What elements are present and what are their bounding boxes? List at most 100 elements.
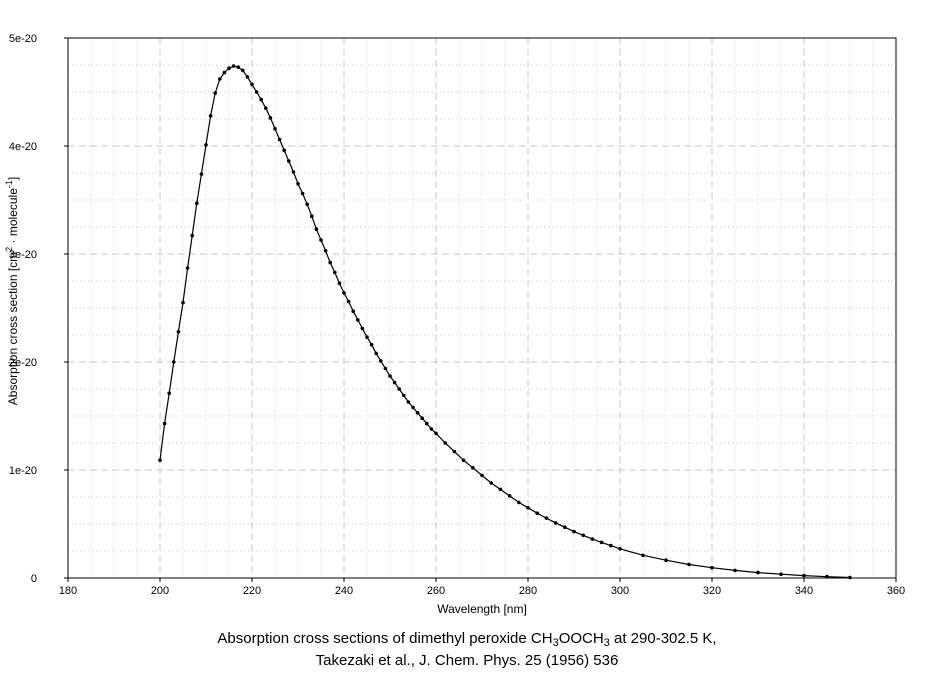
data-point <box>756 570 760 575</box>
data-point <box>190 233 194 238</box>
data-point <box>848 575 852 580</box>
data-point <box>710 565 714 570</box>
data-point <box>397 387 402 391</box>
x-tick-label: 180 <box>59 585 77 597</box>
x-tick-label: 240 <box>335 585 353 597</box>
data-point <box>333 270 337 275</box>
data-point <box>733 568 737 573</box>
data-point <box>618 547 622 551</box>
data-point <box>406 400 411 404</box>
data-point <box>231 64 236 68</box>
data-point <box>581 533 585 538</box>
data-point <box>250 82 254 87</box>
data-point <box>360 326 365 331</box>
plot-area-frame <box>67 37 897 579</box>
x-tick-label: 300 <box>611 585 629 597</box>
data-point <box>291 170 296 174</box>
data-point <box>300 191 305 196</box>
data-point <box>241 68 245 73</box>
axis-ticks: 180 200 220 240 260 280 300 320 340 360 0 1e-20 2e-2… <box>9 33 905 597</box>
x-tick-label: 340 <box>795 585 813 597</box>
data-point <box>392 380 397 385</box>
data-point <box>365 335 369 340</box>
data-point <box>374 351 379 356</box>
data-point <box>342 291 346 295</box>
data-point <box>489 481 494 485</box>
data-point <box>420 416 425 421</box>
data-point <box>328 260 333 265</box>
data-point <box>664 558 668 562</box>
data-point <box>461 458 466 463</box>
data-point <box>641 553 645 558</box>
data-point <box>172 360 176 364</box>
data-point <box>176 330 181 334</box>
x-axis-title: Wavelength [nm] <box>437 602 527 616</box>
data-point <box>245 75 250 79</box>
data-point <box>471 466 475 470</box>
data-point <box>779 572 783 576</box>
data-point <box>425 421 429 426</box>
data-point <box>310 214 314 218</box>
data-point <box>213 91 217 95</box>
y-axis-title: Absorption cross section [cm2 · molecule… <box>4 177 20 405</box>
data-point <box>402 393 406 398</box>
data-point <box>158 458 162 463</box>
data-point <box>218 77 222 81</box>
data-point <box>287 159 291 163</box>
data-point <box>687 562 691 567</box>
data-point <box>227 66 231 70</box>
data-point <box>388 374 392 378</box>
data-point <box>383 366 388 371</box>
data-point <box>443 441 448 445</box>
data-point <box>609 543 613 548</box>
data-point <box>553 521 558 525</box>
data-point <box>195 201 199 205</box>
data-point <box>259 97 264 102</box>
data-point <box>181 300 185 305</box>
data-point <box>305 202 310 207</box>
data-point <box>517 500 521 505</box>
data-point <box>802 573 806 578</box>
data-point <box>480 473 484 478</box>
x-tick-label: 320 <box>703 585 721 597</box>
data-point <box>590 537 595 541</box>
data-point <box>507 494 512 498</box>
data-point <box>337 281 342 286</box>
data-point <box>369 342 374 347</box>
data-point <box>314 227 319 231</box>
data-point <box>162 421 167 426</box>
data-point <box>273 126 277 131</box>
data-point <box>268 116 273 120</box>
chart-caption-line-2: Takezaki et al., J. Chem. Phys. 25 (1956… <box>315 652 619 669</box>
data-point <box>222 70 227 75</box>
data-point <box>434 431 438 436</box>
data-point <box>356 318 360 322</box>
x-tick-label: 220 <box>243 585 261 597</box>
x-tick-label: 260 <box>427 585 445 597</box>
data-point <box>544 516 549 520</box>
data-point <box>277 137 282 142</box>
x-tick-label: 280 <box>519 585 537 597</box>
data-point <box>319 238 323 242</box>
data-point <box>498 487 503 492</box>
data-point <box>429 427 434 431</box>
data-point <box>351 309 356 314</box>
data-point <box>282 148 287 153</box>
data-point <box>825 574 829 579</box>
data-point <box>264 106 268 110</box>
y-tick-label: 5e-20 <box>9 33 37 45</box>
y-tick-label: 1e-20 <box>9 465 37 477</box>
data-point <box>415 411 420 415</box>
x-tick-label: 360 <box>887 585 905 597</box>
data-point <box>323 249 328 253</box>
y-tick-label: 0 <box>31 573 37 585</box>
data-point <box>452 449 457 454</box>
data-point <box>236 65 240 69</box>
data-point <box>563 525 567 529</box>
grid <box>68 38 896 579</box>
series-layer <box>158 64 852 580</box>
data-point <box>572 529 576 534</box>
data-point <box>199 172 204 176</box>
data-point <box>526 506 530 510</box>
